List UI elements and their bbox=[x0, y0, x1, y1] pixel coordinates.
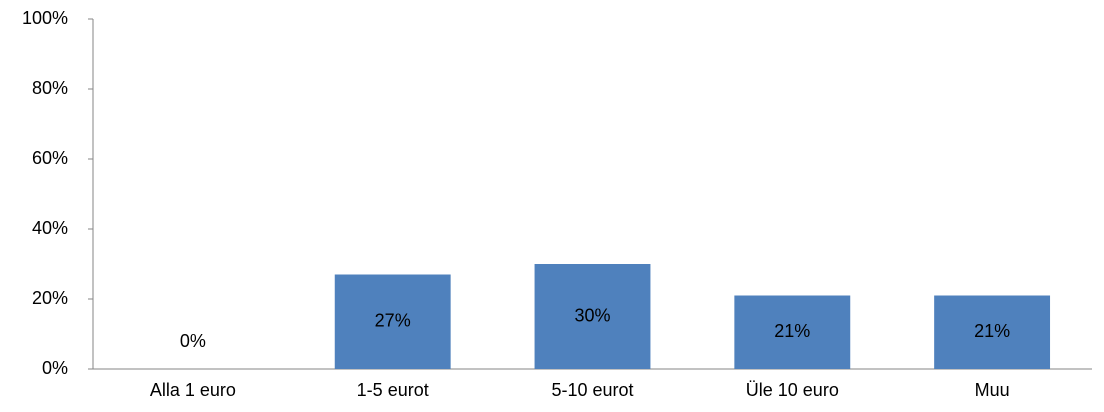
x-tick-label: Muu bbox=[975, 380, 1010, 400]
bar bbox=[734, 295, 851, 369]
y-tick-label: 0% bbox=[42, 358, 68, 378]
x-tick-label: Üle 10 euro bbox=[746, 380, 839, 400]
y-tick-label: 100% bbox=[22, 8, 68, 28]
data-label: 0% bbox=[180, 331, 206, 351]
bar bbox=[934, 295, 1051, 369]
bar bbox=[534, 264, 651, 369]
x-tick-label: 1-5 eurot bbox=[357, 380, 429, 400]
data-label: 21% bbox=[974, 321, 1010, 341]
data-label: 30% bbox=[574, 305, 610, 325]
x-tick-label: Alla 1 euro bbox=[150, 380, 236, 400]
y-tick-label: 60% bbox=[32, 148, 68, 168]
data-label: 27% bbox=[375, 311, 411, 331]
y-tick-label: 20% bbox=[32, 288, 68, 308]
y-tick-label: 80% bbox=[32, 78, 68, 98]
x-tick-label: 5-10 eurot bbox=[551, 380, 633, 400]
bar bbox=[334, 274, 451, 369]
data-label: 21% bbox=[774, 321, 810, 341]
y-tick-label: 40% bbox=[32, 218, 68, 238]
